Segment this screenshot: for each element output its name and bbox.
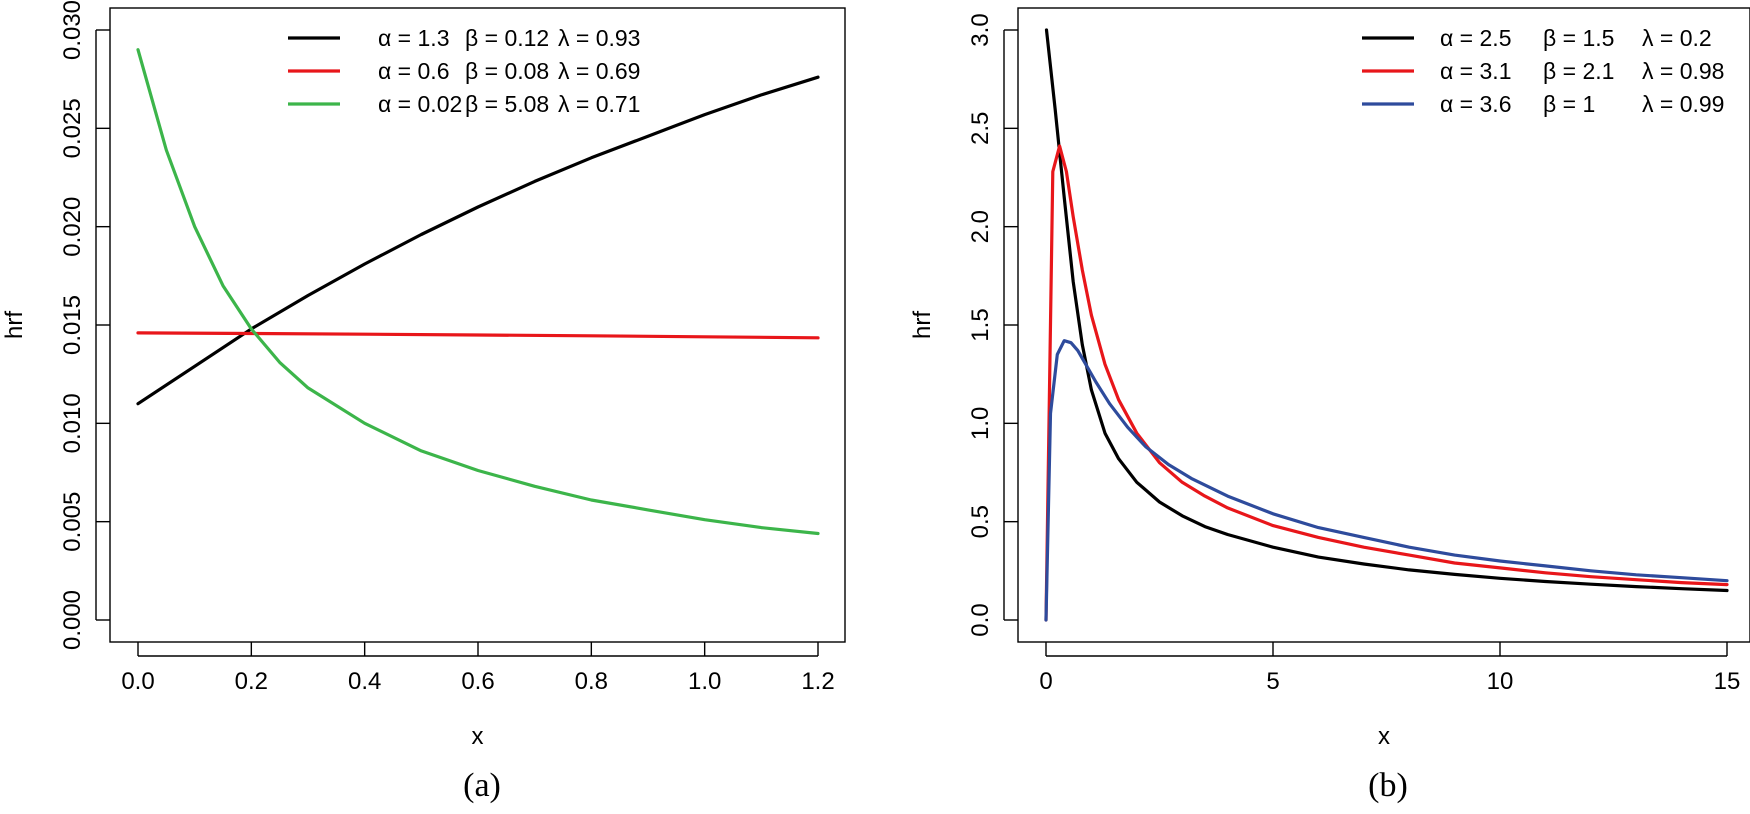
y-tick-label: 0.025: [59, 98, 86, 158]
x-tick-label: 5: [1266, 668, 1279, 695]
y-tick-label: 3.0: [967, 13, 994, 46]
chart-panel-a: 0.0 0.2 0.4 0.6 0.8 1.0 1.2 0.000 0.005 0.010 0.01…: [1, 0, 846, 804]
y-axis: 0.000 0.005 0.010 0.015 0.020 0.025 0.030: [59, 0, 110, 650]
x-tick-label: 15: [1714, 668, 1741, 695]
x-tick-label: 0.2: [235, 668, 268, 695]
legend-label: α = 2.5: [1440, 25, 1511, 51]
y-axis-title: hrf: [1, 311, 28, 339]
legend-item: α = 0.02 β = 5.08 λ = 0.71: [288, 91, 640, 117]
legend-label: β = 2.1: [1543, 58, 1614, 84]
y-axis-title: hrf: [909, 311, 936, 339]
x-tick-label: 0.0: [121, 668, 154, 695]
legend-label: α = 1.3: [378, 25, 449, 51]
y-axis: 0.0 0.5 1.0 1.5 2.0 2.5 3.0: [967, 13, 1018, 637]
x-tick-label: 0.8: [575, 668, 608, 695]
y-tick-label: 0.0: [967, 603, 994, 636]
legend-item: α = 0.6 β = 0.08 λ = 0.69: [288, 58, 640, 84]
x-tick-label: 1.0: [688, 668, 721, 695]
x-axis-title: x: [1378, 723, 1390, 750]
legend: α = 2.5 β = 1.5 λ = 0.2 α = 3.1 β = 2.1 λ = 0…: [1362, 25, 1724, 117]
legend-label: β = 0.12: [465, 25, 549, 51]
legend-label: λ = 0.69: [558, 58, 640, 84]
y-tick-label: 0.005: [59, 492, 86, 552]
legend-item: α = 2.5 β = 1.5 λ = 0.2: [1362, 25, 1712, 51]
legend-item: α = 1.3 β = 0.12 λ = 0.93: [288, 25, 640, 51]
y-tick-label: 0.015: [59, 295, 86, 355]
series-line-3: [1044, 339, 1729, 622]
y-tick-label: 0.030: [59, 0, 86, 60]
y-tick-label: 1.0: [967, 407, 994, 440]
panel-caption: (b): [1368, 767, 1408, 804]
series-line-1: [136, 75, 820, 406]
y-tick-label: 0.000: [59, 590, 86, 650]
series-line-1: [1044, 28, 1729, 593]
y-tick-label: 0.010: [59, 393, 86, 453]
legend-item: α = 3.6 β = 1 λ = 0.99: [1362, 91, 1724, 117]
x-axis: 0.0 0.2 0.4 0.6 0.8 1.0 1.2: [121, 642, 835, 695]
legend-label: α = 3.6: [1440, 91, 1511, 117]
legend-label: α = 0.02: [378, 91, 462, 117]
legend: α = 1.3 β = 0.12 λ = 0.93 α = 0.6 β = 0.08 λ …: [288, 25, 640, 117]
series-line-2: [136, 331, 820, 340]
panel-caption: (a): [463, 767, 501, 804]
x-tick-label: 0: [1039, 668, 1052, 695]
legend-label: β = 0.08: [465, 58, 549, 84]
y-tick-label: 1.5: [967, 308, 994, 341]
x-axis: 0 5 10 15: [1039, 642, 1740, 695]
x-tick-label: 0.6: [461, 668, 494, 695]
x-tick-label: 0.4: [348, 668, 381, 695]
legend-label: λ = 0.93: [558, 25, 640, 51]
chart-panel-b: 0 5 10 15 0.0 0.5 1.0 1.5 2.0 2.5 3.0 x hrf α = 2.5 β …: [909, 7, 1750, 804]
y-tick-label: 0.5: [967, 505, 994, 538]
x-axis-title: x: [472, 723, 484, 750]
legend-label: β = 1: [1543, 91, 1595, 117]
y-tick-label: 0.020: [59, 197, 86, 257]
series-line-2: [1044, 144, 1729, 622]
x-tick-label: 1.2: [801, 668, 834, 695]
x-tick-label: 10: [1487, 668, 1514, 695]
legend-label: λ = 0.71: [558, 91, 640, 117]
legend-label: λ = 0.2: [1642, 25, 1712, 51]
legend-item: α = 3.1 β = 2.1 λ = 0.98: [1362, 58, 1724, 84]
series-line-3: [136, 48, 820, 536]
legend-label: α = 0.6: [378, 58, 449, 84]
series-group: [1044, 28, 1729, 622]
series-group: [136, 48, 820, 536]
legend-label: λ = 0.98: [1642, 58, 1724, 84]
legend-label: λ = 0.99: [1642, 91, 1724, 117]
y-tick-label: 2.5: [967, 112, 994, 145]
legend-label: β = 5.08: [465, 91, 549, 117]
y-tick-label: 2.0: [967, 210, 994, 243]
legend-label: β = 1.5: [1543, 25, 1614, 51]
legend-label: α = 3.1: [1440, 58, 1511, 84]
